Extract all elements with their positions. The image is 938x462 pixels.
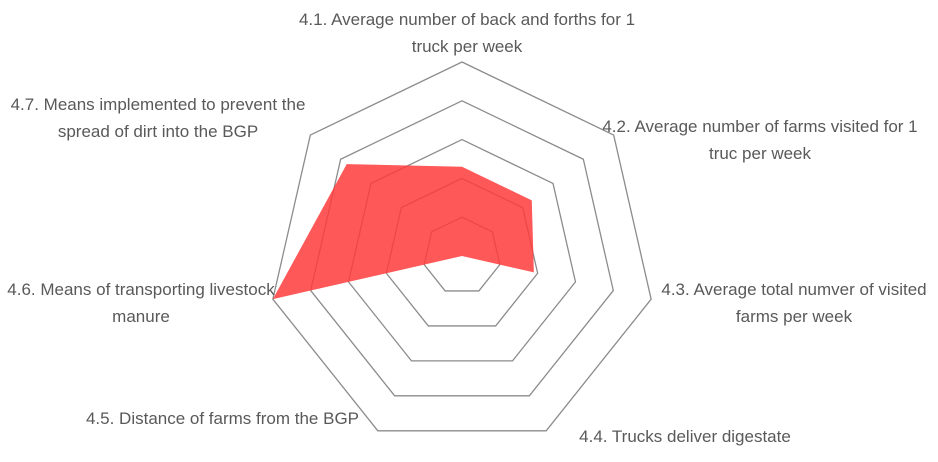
axis-label: 4.6. Means of transporting livestock man… xyxy=(7,280,275,326)
axis-label: 4.5. Distance of farms from the BGP xyxy=(85,409,360,428)
axis-label: 4.2. Average number of farms visited for… xyxy=(602,117,918,163)
grid-ring xyxy=(272,61,652,432)
axis-label: 4.4. Trucks deliver digestate xyxy=(579,427,791,446)
axis-label: 4.3. Average total numver of visited far… xyxy=(661,280,927,326)
axis-label: 4.1. Average number of back and forths f… xyxy=(298,10,636,56)
axis-label: 4.7. Means implemented to prevent the sp… xyxy=(10,95,306,141)
data-area xyxy=(272,164,534,300)
grid-ring xyxy=(309,100,615,397)
